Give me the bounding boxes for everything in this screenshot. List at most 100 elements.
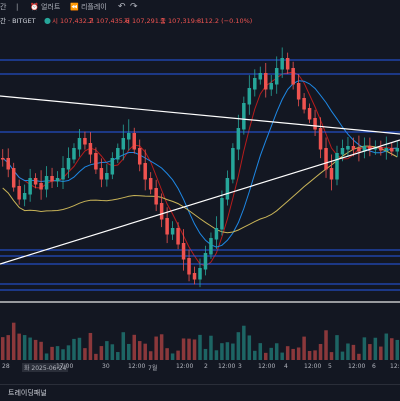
time-tick-label: 17:00 <box>56 363 74 370</box>
candle-body <box>307 108 312 120</box>
candle-body <box>132 133 136 150</box>
volume-bar <box>17 333 21 360</box>
alert-label: 얼러트 <box>40 3 61 11</box>
alert-button[interactable]: ⏰ 얼러트 <box>30 0 60 14</box>
volume-bar <box>390 338 394 360</box>
candle-body <box>324 148 328 170</box>
candle-body <box>280 58 284 70</box>
volume-bar <box>357 353 361 360</box>
time-tick-label: 7월 <box>148 365 158 372</box>
candle-body <box>83 138 87 145</box>
volume-bar <box>55 346 60 360</box>
candle-body <box>77 138 82 150</box>
time-tick-label: 2 <box>204 363 208 370</box>
candle-body <box>258 73 263 80</box>
volume-bar <box>291 348 295 360</box>
candlesticks <box>0 47 400 288</box>
candle-body <box>137 148 142 165</box>
candle-body <box>225 178 230 200</box>
time-tick-label: 12:00 <box>304 363 322 370</box>
volume-bar <box>296 347 301 360</box>
volume-bar <box>209 335 213 360</box>
volume-bar <box>99 346 104 360</box>
candle-body <box>55 178 60 182</box>
volume-bar <box>181 338 186 360</box>
candle-body <box>335 153 339 180</box>
candle-body <box>362 146 367 152</box>
volume-bar <box>121 332 126 360</box>
time-tick-label: 12:00 <box>218 363 236 370</box>
alarm-icon: ⏰ <box>30 3 39 11</box>
candle-body <box>340 148 345 155</box>
price-chart[interactable] <box>0 28 400 360</box>
candle-body <box>159 203 164 220</box>
candle-body <box>105 173 109 180</box>
volume-bar <box>274 343 279 360</box>
descending-trendline <box>0 95 400 135</box>
volume-bar <box>335 335 339 360</box>
volume-bar <box>379 346 383 360</box>
time-tick-label: 12:00 <box>258 363 276 370</box>
replay-button[interactable]: ⏪ 리플레이 <box>70 0 107 14</box>
volume-bar <box>329 352 334 360</box>
candle-body <box>176 228 180 245</box>
candle-body <box>72 148 76 160</box>
candle-body <box>368 146 372 150</box>
candle-body <box>66 158 71 170</box>
volume-bar <box>258 343 263 360</box>
candle-body <box>50 176 54 182</box>
volume-bar <box>384 333 389 360</box>
volume-bar <box>116 352 120 360</box>
volume-bar <box>280 352 284 360</box>
candle-body <box>0 158 5 160</box>
ohlc-change: −112.2 (−0.10%) <box>195 17 253 25</box>
candle-body <box>192 273 197 280</box>
candle-body <box>313 118 317 130</box>
time-tick-label: 12:00 <box>348 363 366 370</box>
redo-icon[interactable]: ↷ <box>130 2 138 12</box>
toolbar-fragment-label[interactable]: 간 <box>0 3 7 11</box>
candle-body <box>242 103 246 130</box>
volume-bar <box>77 337 82 360</box>
moving-average-line <box>2 80 398 248</box>
candle-body <box>22 193 27 200</box>
candle-body <box>110 158 115 175</box>
candle-body <box>318 128 323 150</box>
volume-bar <box>395 339 400 360</box>
candle-body <box>384 148 389 151</box>
volume-bar <box>137 341 142 360</box>
volume-bar <box>33 339 38 360</box>
ohlc-open: 시 107,432.2 <box>52 17 94 25</box>
candle-body <box>329 168 334 180</box>
volume-bar <box>247 335 252 360</box>
candle-body <box>165 218 169 235</box>
volume-bar <box>28 337 32 360</box>
candle-body <box>357 148 361 152</box>
symbol-label[interactable]: 간 · BITGET <box>0 17 36 25</box>
candle-body <box>143 163 147 180</box>
candle-body <box>33 178 38 185</box>
ohlc-low: 저 107,291.1 <box>124 17 166 25</box>
time-tick-label: 12:00 <box>128 363 146 370</box>
symbol-header: 간 · BITGET ● 시 107,432.2 고 107,435.6 저 1… <box>0 14 400 28</box>
time-axis: 28 화 2025-06-24 17:00 30 12:00 7월 12:00 2 12:00 3… <box>0 360 400 374</box>
volume-bar <box>44 353 49 360</box>
volume-bar <box>324 330 328 360</box>
volume-bar <box>176 350 180 360</box>
candle-body <box>121 138 126 150</box>
volume-bar <box>148 351 153 360</box>
volume-bar <box>225 342 230 360</box>
volume-bar <box>159 334 164 360</box>
volume-bar <box>203 348 208 360</box>
candle-body <box>198 268 202 280</box>
undo-icon[interactable]: ↶ <box>118 2 126 12</box>
trading-panel-tab[interactable]: 트레이딩패널 <box>8 389 47 397</box>
volume-bar <box>66 345 71 360</box>
candle-body <box>302 98 306 110</box>
top-toolbar: 간 | ⏰ 얼러트 ⏪ 리플레이 ↶ ↷ <box>0 0 400 14</box>
candle-body <box>94 153 98 170</box>
candle-body <box>17 186 21 200</box>
candle-body <box>127 133 131 140</box>
candle-body <box>291 68 295 85</box>
candle-body <box>264 73 268 90</box>
